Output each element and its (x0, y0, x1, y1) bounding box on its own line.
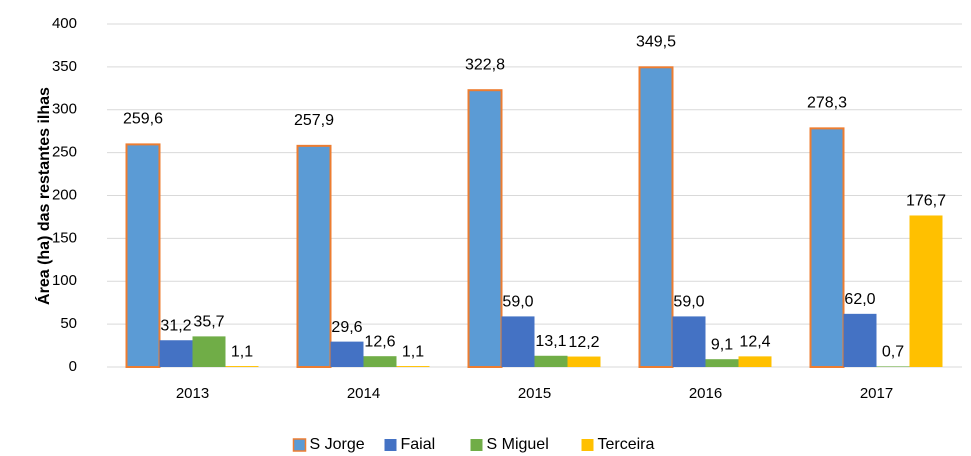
y-tick-label: 0 (69, 358, 77, 375)
data-label: 176,7 (906, 193, 946, 210)
legend-label: S Miguel (487, 436, 549, 453)
y-tick-label: 50 (60, 315, 77, 332)
y-axis-label: Área (ha) das restantes ilhas (34, 87, 53, 305)
y-tick-label: 350 (52, 58, 77, 75)
bar (909, 215, 943, 367)
data-label: 257,9 (294, 112, 334, 129)
bar (396, 366, 430, 367)
bar (876, 366, 910, 367)
legend-label: Terceira (598, 436, 655, 453)
data-label: 59,0 (673, 294, 704, 311)
bar (330, 341, 364, 367)
y-tick-label: 300 (52, 101, 77, 118)
legend-label: Faial (401, 436, 436, 453)
data-label: 62,0 (844, 291, 875, 308)
bar (363, 356, 397, 367)
x-tick-label: 2016 (689, 385, 722, 402)
data-label: 35,7 (193, 314, 224, 331)
bar (534, 355, 568, 367)
y-tick-label: 250 (52, 144, 77, 161)
bar (125, 143, 161, 368)
legend-swatch (292, 438, 307, 452)
bar (467, 89, 503, 368)
data-label: 0,7 (882, 344, 904, 361)
x-tick-label: 2015 (518, 385, 551, 402)
data-label: 31,2 (160, 317, 191, 334)
bar (738, 356, 772, 367)
x-tick-label: 2017 (860, 385, 893, 402)
bar (843, 313, 877, 367)
bar (567, 356, 601, 367)
y-tick-label: 400 (52, 15, 77, 32)
y-tick-label: 100 (52, 272, 77, 289)
legend-swatch (470, 439, 483, 451)
data-label: 12,4 (739, 334, 770, 351)
bar (296, 144, 332, 368)
bar (705, 359, 739, 367)
data-label: 9,1 (711, 336, 733, 353)
data-label: 1,1 (231, 343, 253, 360)
data-label: 259,6 (123, 111, 163, 128)
data-label: 322,8 (465, 56, 505, 73)
data-label: 12,6 (364, 333, 395, 350)
x-tick-label: 2014 (347, 385, 380, 402)
data-label: 1,1 (402, 343, 424, 360)
data-label: 349,5 (636, 34, 676, 51)
bar (192, 336, 226, 367)
legend-swatch (581, 439, 594, 451)
x-tick-label: 2013 (176, 385, 209, 402)
bar (501, 316, 535, 367)
legend-label: S Jorge (310, 436, 365, 453)
bar (809, 127, 845, 368)
bar (225, 366, 259, 367)
data-label: 13,1 (535, 333, 566, 350)
bar (638, 66, 674, 369)
bar (672, 316, 706, 367)
data-label: 29,6 (331, 319, 362, 336)
legend-swatch (384, 439, 397, 451)
data-label: 59,0 (502, 294, 533, 311)
bar (159, 340, 193, 367)
data-label: 278,3 (807, 95, 847, 112)
y-tick-label: 200 (52, 186, 77, 203)
y-tick-label: 150 (52, 229, 77, 246)
data-label: 12,2 (568, 334, 599, 351)
